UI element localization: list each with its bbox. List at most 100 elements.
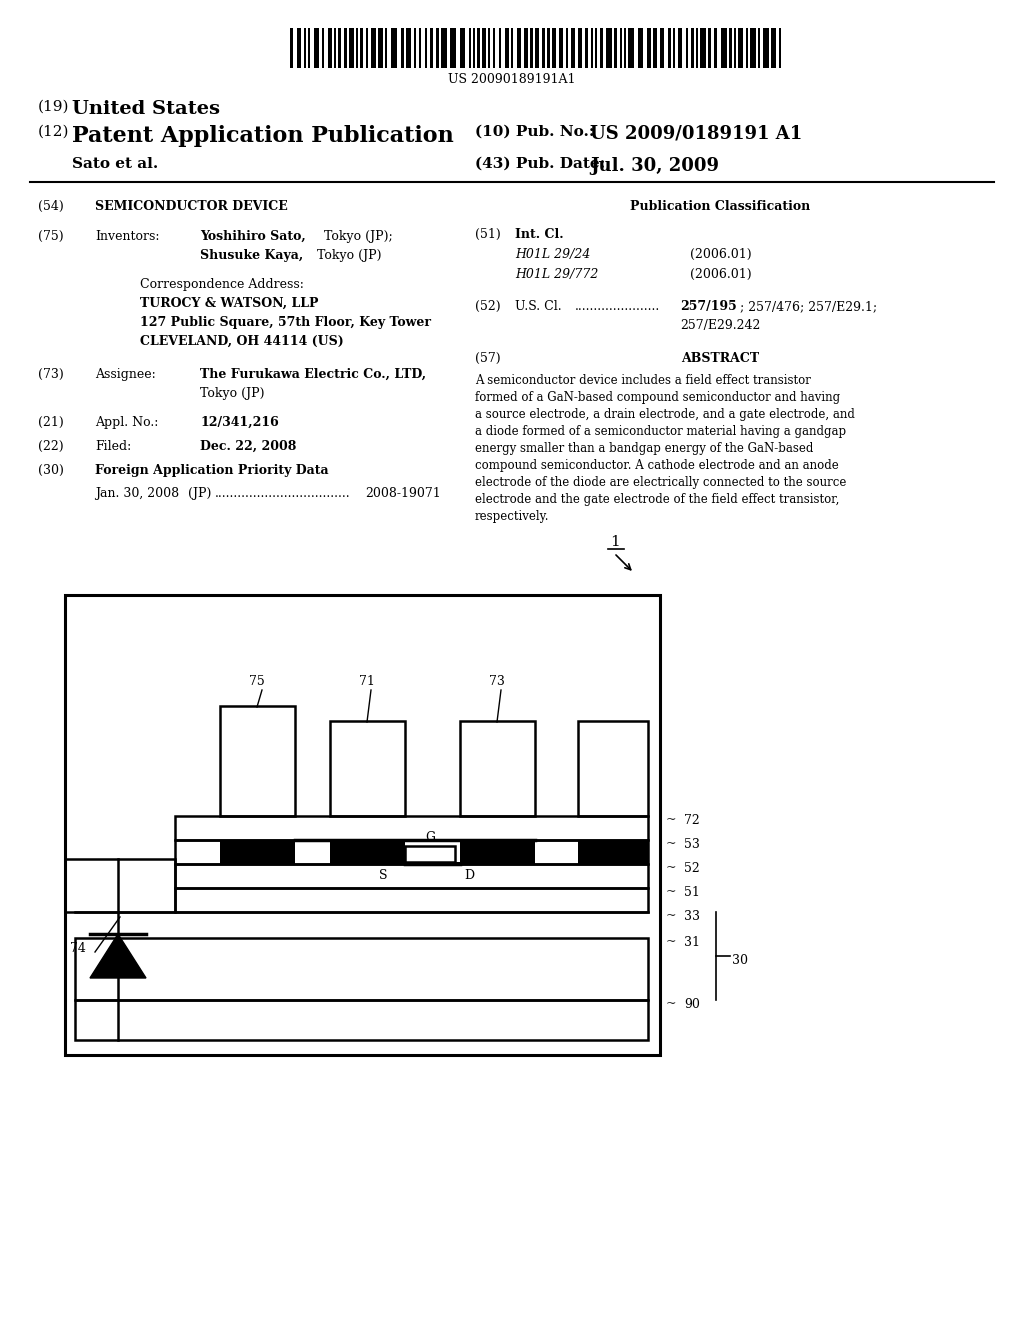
- Bar: [595, 28, 597, 69]
- Bar: [624, 28, 626, 69]
- Bar: [360, 28, 362, 69]
- Text: (51): (51): [475, 228, 501, 242]
- Text: Patent Application Publication: Patent Application Publication: [72, 125, 454, 147]
- Text: H01L 29/772: H01L 29/772: [515, 268, 598, 281]
- Bar: [297, 28, 301, 69]
- Text: Jan. 30, 2008: Jan. 30, 2008: [95, 487, 179, 500]
- Bar: [391, 28, 397, 69]
- Text: ~: ~: [666, 936, 677, 949]
- Text: 33: 33: [684, 909, 700, 923]
- Bar: [430, 28, 433, 69]
- Bar: [714, 28, 717, 69]
- Text: (57): (57): [475, 352, 501, 366]
- Bar: [653, 28, 657, 69]
- Text: Dec. 22, 2008: Dec. 22, 2008: [200, 440, 296, 453]
- Bar: [414, 28, 416, 69]
- Text: Yoshihiro Sato,: Yoshihiro Sato,: [200, 230, 306, 243]
- Text: electrode of the diode are electrically connected to the source: electrode of the diode are electrically …: [475, 477, 847, 488]
- Bar: [314, 28, 319, 69]
- Bar: [175, 865, 648, 888]
- Bar: [638, 28, 643, 69]
- Text: 53: 53: [684, 837, 699, 850]
- Bar: [600, 28, 603, 69]
- Bar: [400, 862, 460, 865]
- Text: ...................................: ...................................: [215, 487, 350, 500]
- Text: 73: 73: [489, 675, 505, 688]
- Bar: [585, 28, 588, 69]
- Bar: [308, 28, 310, 69]
- Text: (30): (30): [38, 465, 63, 477]
- Bar: [344, 28, 347, 69]
- Text: US 2009/0189191 A1: US 2009/0189191 A1: [590, 125, 802, 143]
- Bar: [763, 28, 769, 69]
- Bar: [328, 28, 332, 69]
- Text: respectively.: respectively.: [475, 510, 550, 523]
- Bar: [571, 28, 575, 69]
- Text: Tokyo (JP): Tokyo (JP): [200, 387, 264, 400]
- Bar: [628, 28, 634, 69]
- Bar: [691, 28, 694, 69]
- Bar: [349, 28, 354, 69]
- Text: Int. Cl.: Int. Cl.: [515, 228, 563, 242]
- Bar: [559, 28, 563, 69]
- Text: 12/341,216: 12/341,216: [200, 416, 279, 429]
- Bar: [401, 28, 404, 69]
- Text: Jul. 30, 2009: Jul. 30, 2009: [590, 157, 719, 176]
- Text: 72: 72: [684, 813, 699, 826]
- Text: Assignee:: Assignee:: [95, 368, 156, 381]
- Bar: [220, 840, 295, 865]
- Text: Foreign Application Priority Data: Foreign Application Priority Data: [95, 465, 329, 477]
- Bar: [738, 28, 743, 69]
- Text: (75): (75): [38, 230, 63, 243]
- Bar: [535, 28, 539, 69]
- Bar: [614, 28, 617, 69]
- Bar: [530, 28, 534, 69]
- Bar: [729, 28, 732, 69]
- Bar: [750, 28, 756, 69]
- Text: (22): (22): [38, 440, 63, 453]
- Bar: [425, 28, 427, 69]
- Bar: [290, 28, 293, 69]
- Text: a source electrode, a drain electrode, and a gate electrode, and: a source electrode, a drain electrode, a…: [475, 408, 855, 421]
- Text: ~: ~: [666, 998, 677, 1011]
- Text: 52: 52: [684, 862, 699, 874]
- Text: (73): (73): [38, 368, 63, 381]
- Text: compound semiconductor. A cathode electrode and an anode: compound semiconductor. A cathode electr…: [475, 459, 839, 473]
- Bar: [406, 28, 411, 69]
- Text: ~: ~: [666, 813, 677, 826]
- Text: (2006.01): (2006.01): [690, 248, 752, 261]
- Bar: [436, 28, 439, 69]
- Bar: [65, 595, 660, 1055]
- Text: 90: 90: [684, 998, 699, 1011]
- Bar: [734, 28, 736, 69]
- Bar: [493, 28, 495, 69]
- Bar: [65, 859, 175, 912]
- Bar: [505, 28, 509, 69]
- Bar: [547, 28, 550, 69]
- Text: (12): (12): [38, 125, 70, 139]
- Text: (10) Pub. No.:: (10) Pub. No.:: [475, 125, 595, 139]
- Text: U.S. Cl.: U.S. Cl.: [515, 300, 561, 313]
- Bar: [175, 816, 648, 840]
- Bar: [678, 28, 682, 69]
- Text: ~: ~: [666, 862, 677, 874]
- Text: (21): (21): [38, 416, 63, 429]
- Bar: [419, 28, 421, 69]
- Text: Appl. No.:: Appl. No.:: [95, 416, 159, 429]
- Text: (52): (52): [475, 300, 501, 313]
- Bar: [708, 28, 711, 69]
- Text: (43) Pub. Date:: (43) Pub. Date:: [475, 157, 605, 172]
- Bar: [591, 28, 593, 69]
- Bar: [220, 706, 295, 816]
- Bar: [700, 28, 706, 69]
- Text: Correspondence Address:: Correspondence Address:: [140, 279, 304, 290]
- Bar: [406, 846, 455, 862]
- Text: (19): (19): [38, 100, 70, 114]
- Text: Publication Classification: Publication Classification: [630, 201, 810, 213]
- Bar: [460, 721, 535, 816]
- Bar: [322, 28, 324, 69]
- Text: (JP): (JP): [188, 487, 211, 500]
- Text: (2006.01): (2006.01): [690, 268, 752, 281]
- Bar: [620, 28, 622, 69]
- Bar: [517, 28, 521, 69]
